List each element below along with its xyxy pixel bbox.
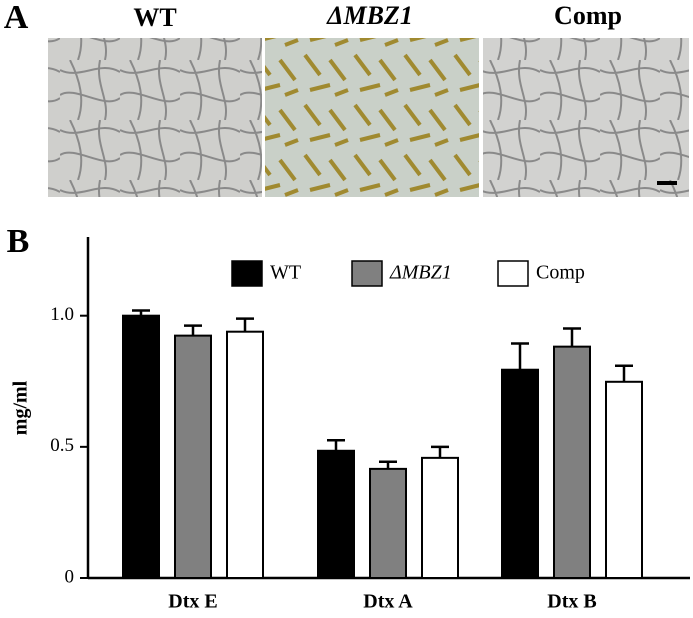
legend-swatch	[351, 260, 383, 287]
scale-bar	[657, 181, 677, 185]
y-tick-label: 0	[65, 566, 75, 587]
panel-label: A	[4, 0, 29, 36]
legend-swatch	[231, 260, 263, 287]
bar	[369, 467, 407, 580]
bar	[226, 330, 264, 580]
error-bar	[615, 364, 633, 382]
error-bar	[563, 327, 581, 347]
x-tick-label: Dtx E	[168, 591, 217, 613]
image-title: ΔMBZ1	[326, 1, 413, 30]
error-bar	[184, 324, 202, 336]
legend-label: ΔMBZ1	[389, 262, 452, 284]
y-tick-label: 0.5	[50, 435, 74, 456]
y-axis-label: mg/ml	[10, 380, 32, 435]
bar	[174, 334, 212, 579]
bar	[317, 449, 355, 579]
bar	[605, 380, 643, 579]
bar	[553, 345, 591, 579]
y-tick-label: 1.0	[50, 304, 74, 325]
image-title: WT	[133, 3, 176, 32]
legend-label: WT	[270, 262, 301, 284]
micrograph-texture	[265, 38, 479, 197]
bar	[501, 368, 539, 579]
x-tick-label: Dtx B	[547, 591, 596, 613]
micrograph-texture	[48, 38, 262, 197]
legend-swatch	[497, 260, 529, 287]
legend-label: Comp	[536, 262, 585, 284]
x-tick-label: Dtx A	[363, 591, 413, 613]
micrograph-texture	[483, 38, 689, 197]
error-bar	[236, 317, 254, 332]
error-bar	[511, 342, 529, 370]
bar	[122, 314, 160, 579]
error-bar	[431, 445, 449, 458]
error-bar	[379, 460, 397, 469]
bar	[421, 456, 459, 579]
error-bar	[327, 439, 345, 451]
panel-label: B	[7, 223, 30, 260]
image-title: Comp	[554, 1, 622, 30]
